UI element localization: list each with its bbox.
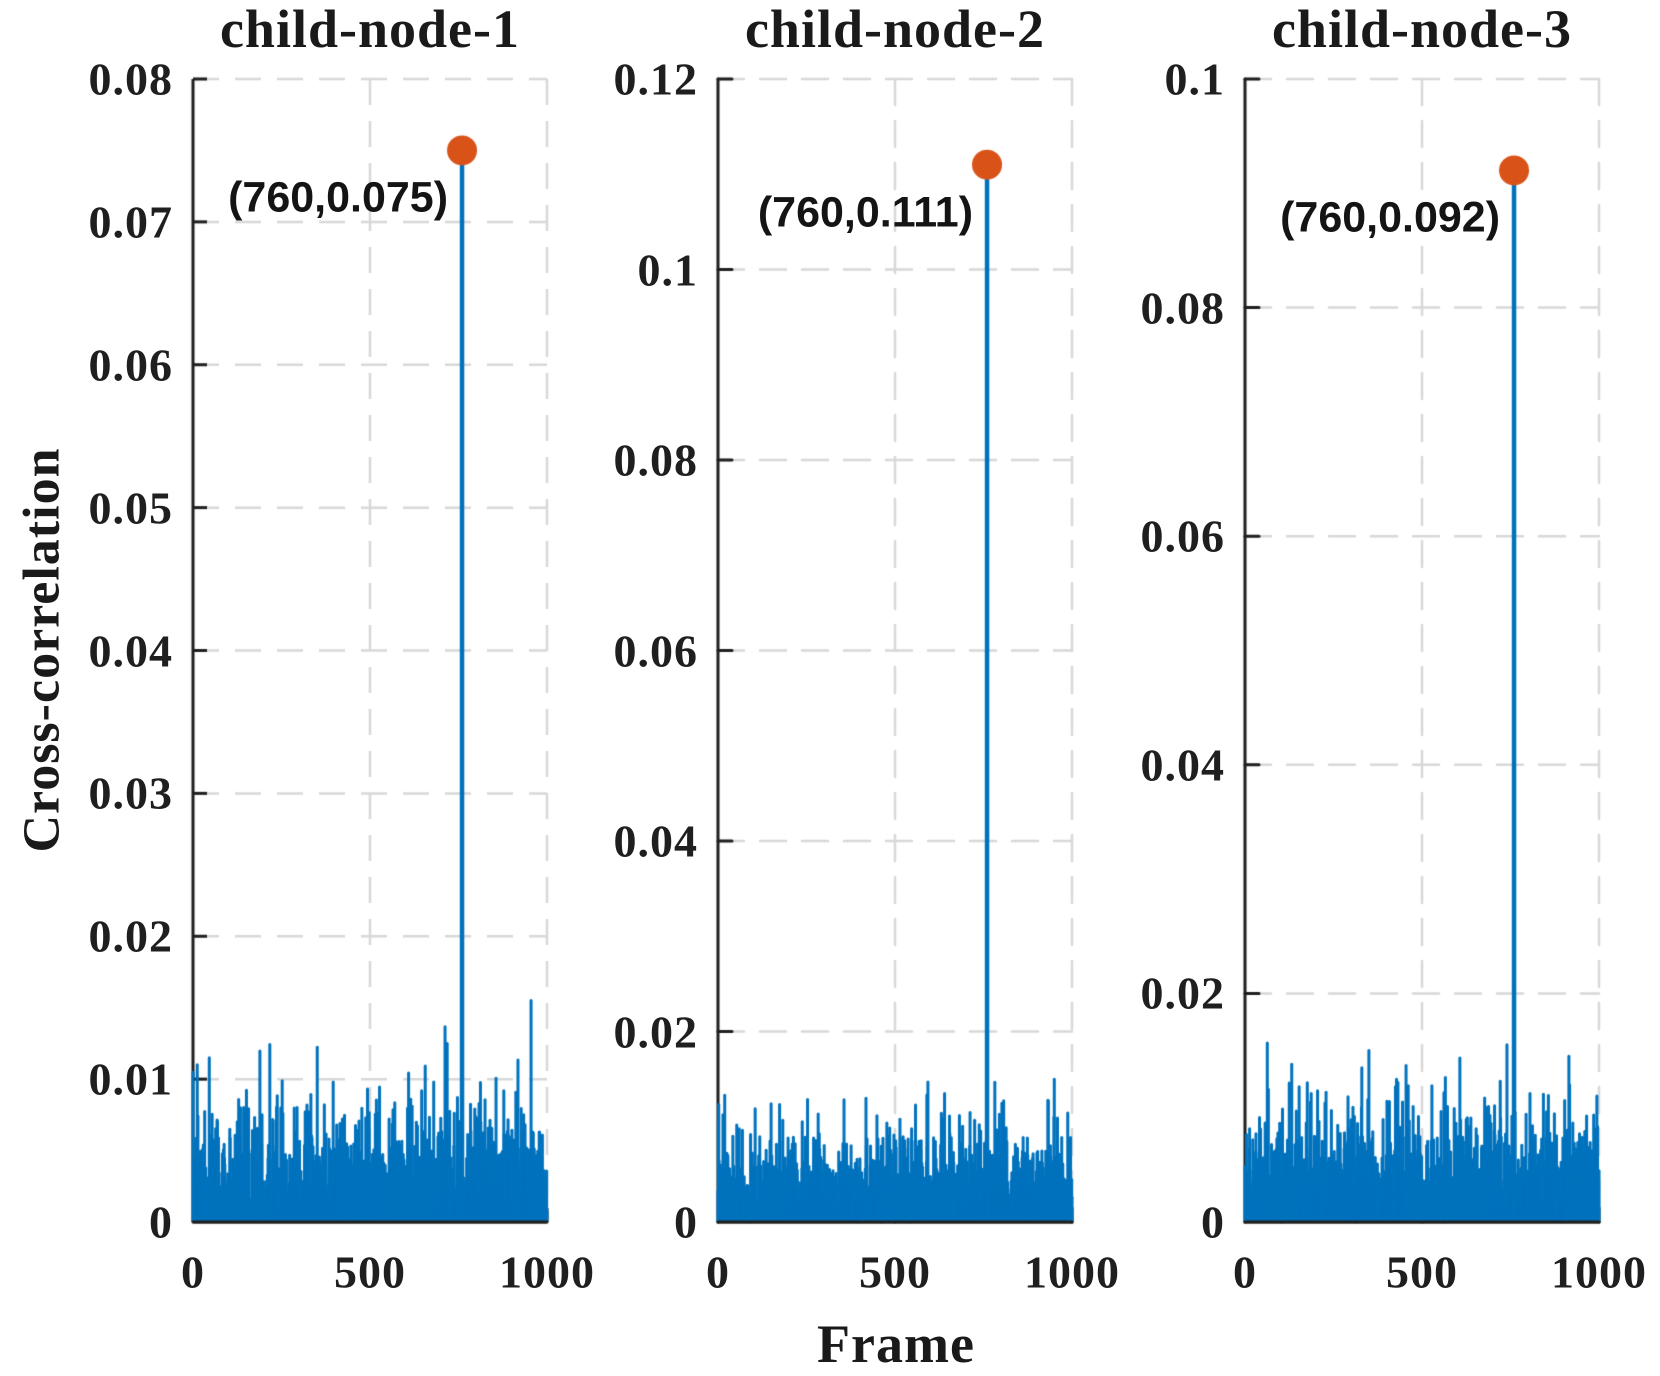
y-tick-label: 0.05 [88,482,173,534]
y-tick-label: 0.06 [1140,510,1225,562]
x-tick-label: 500 [334,1246,406,1298]
y-tick-label: 0.08 [613,434,698,486]
y-tick-label: 0.02 [88,910,173,962]
y-tick-label: 0.03 [88,767,173,819]
y-tick-label: 0.04 [88,625,173,676]
x-tick-label: 1000 [499,1246,595,1298]
y-tick-label: 0.1 [1164,53,1225,105]
y-tick-label: 0.02 [1140,967,1225,1019]
x-tick-label: 1000 [1551,1246,1647,1298]
x-tick-label: 500 [1386,1246,1458,1298]
y-tick-label: 0.06 [88,339,173,391]
y-tick-label: 0.12 [613,53,698,105]
subplot-2-title: child-node-2 [744,0,1046,59]
subplot-3-title: child-node-3 [1271,0,1573,59]
y-tick-label: 0.04 [1140,739,1225,791]
y-tick-label: 0.1 [637,244,698,295]
y-tick-label: 0.07 [88,196,173,248]
subplot-1-title: child-node-1 [219,0,521,59]
x-tick-label: 0 [181,1246,205,1298]
y-tick-label: 0.02 [613,1006,698,1057]
subplot-3-peak-annotation: (760,0.092) [1280,193,1501,242]
y-tick-label: 0.06 [613,625,698,676]
x-tick-label: 500 [859,1246,931,1298]
y-tick-label: 0 [149,1196,173,1248]
subplot-1-peak-annotation: (760,0.075) [228,173,449,222]
y-tick-label: 0.08 [1140,282,1225,334]
y-tick-label: 0.08 [88,53,173,105]
y-tick-label: 0.04 [613,815,698,867]
x-axis-label: Frame [817,1314,975,1374]
y-tick-label: 0 [1201,1196,1225,1248]
x-tick-label: 1000 [1024,1246,1120,1298]
subplot-2-peak-annotation: (760,0.111) [757,188,974,237]
y-axis-label: Cross-correlation [13,447,71,853]
x-tick-label: 0 [706,1246,730,1298]
y-tick-label: 0 [674,1196,698,1248]
x-tick-label: 0 [1233,1246,1257,1298]
y-tick-label: 0.01 [88,1053,173,1105]
